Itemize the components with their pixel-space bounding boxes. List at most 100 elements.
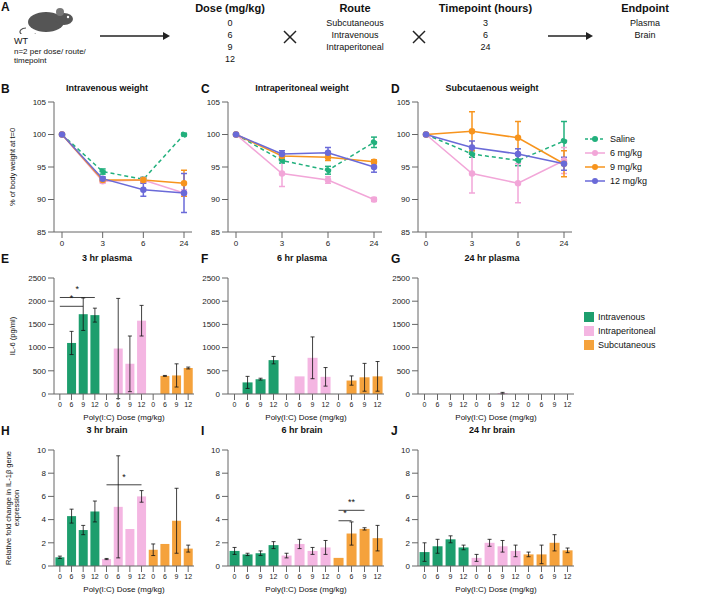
svg-text:0: 0 xyxy=(105,573,109,580)
svg-text:95: 95 xyxy=(37,163,46,172)
svg-text:6: 6 xyxy=(70,401,74,408)
svg-text:Poly(I:C) Dose (mg/kg): Poly(I:C) Dose (mg/kg) xyxy=(265,413,347,422)
svg-text:6: 6 xyxy=(70,573,74,580)
svg-text:12: 12 xyxy=(270,401,278,408)
svg-text:0: 0 xyxy=(216,562,221,571)
svg-text:2500: 2500 xyxy=(202,274,220,283)
svg-text:0: 0 xyxy=(285,573,289,580)
svg-text:0: 0 xyxy=(475,573,479,580)
svg-text:8: 8 xyxy=(406,469,411,478)
svg-text:8: 8 xyxy=(42,469,47,478)
svg-text:6: 6 xyxy=(540,401,544,408)
svg-text:6: 6 xyxy=(436,573,440,580)
svg-text:1000: 1000 xyxy=(392,343,410,352)
svg-text:95: 95 xyxy=(211,163,220,172)
svg-text:0: 0 xyxy=(60,239,65,248)
svg-text:0: 0 xyxy=(423,573,427,580)
svg-text:Poly(I:C) Dose (mg/kg): Poly(I:C) Dose (mg/kg) xyxy=(83,413,165,422)
svg-text:6: 6 xyxy=(163,573,167,580)
svg-text:9: 9 xyxy=(259,401,263,408)
svg-text:12: 12 xyxy=(460,401,468,408)
svg-text:6: 6 xyxy=(42,492,47,501)
svg-text:9: 9 xyxy=(175,573,179,580)
svg-text:1000: 1000 xyxy=(28,343,46,352)
svg-text:6: 6 xyxy=(116,401,120,408)
svg-text:*: * xyxy=(343,508,347,518)
svg-text:12: 12 xyxy=(512,401,520,408)
svg-text:Poly(I:C) Dose (mg/kg): Poly(I:C) Dose (mg/kg) xyxy=(83,585,165,594)
svg-text:105: 105 xyxy=(397,98,411,107)
svg-text:9: 9 xyxy=(553,573,557,580)
svg-text:95: 95 xyxy=(401,163,410,172)
svg-text:12: 12 xyxy=(564,401,572,408)
svg-text:0: 0 xyxy=(58,573,62,580)
svg-text:3: 3 xyxy=(280,239,285,248)
svg-text:9: 9 xyxy=(553,401,557,408)
svg-text:6: 6 xyxy=(516,239,521,248)
svg-text:1500: 1500 xyxy=(202,320,220,329)
svg-text:9: 9 xyxy=(449,401,453,408)
svg-text:12: 12 xyxy=(138,401,146,408)
svg-text:4: 4 xyxy=(406,515,411,524)
svg-text:4: 4 xyxy=(42,515,47,524)
svg-text:9: 9 xyxy=(81,573,85,580)
svg-text:10: 10 xyxy=(401,446,410,455)
svg-text:6: 6 xyxy=(246,573,250,580)
svg-text:9: 9 xyxy=(175,401,179,408)
svg-text:0: 0 xyxy=(406,562,411,571)
svg-text:0: 0 xyxy=(406,390,411,399)
svg-text:12: 12 xyxy=(184,573,192,580)
svg-text:2500: 2500 xyxy=(392,274,410,283)
svg-text:2000: 2000 xyxy=(202,297,220,306)
svg-text:85: 85 xyxy=(401,228,410,237)
svg-text:6: 6 xyxy=(406,492,411,501)
svg-text:3: 3 xyxy=(100,239,105,248)
svg-text:1000: 1000 xyxy=(202,343,220,352)
svg-text:0: 0 xyxy=(233,573,237,580)
svg-text:9: 9 xyxy=(81,401,85,408)
svg-text:6: 6 xyxy=(141,239,146,248)
svg-text:500: 500 xyxy=(397,367,411,376)
svg-text:85: 85 xyxy=(211,228,220,237)
svg-text:0: 0 xyxy=(105,401,109,408)
svg-text:9: 9 xyxy=(128,573,132,580)
svg-text:12: 12 xyxy=(91,573,99,580)
svg-text:6: 6 xyxy=(350,573,354,580)
svg-text:9: 9 xyxy=(259,573,263,580)
svg-text:10: 10 xyxy=(37,446,46,455)
svg-text:100: 100 xyxy=(207,130,221,139)
svg-text:Poly(I:C) Dose (mg/kg): Poly(I:C) Dose (mg/kg) xyxy=(455,585,537,594)
svg-text:12: 12 xyxy=(564,573,572,580)
svg-text:12: 12 xyxy=(184,401,192,408)
svg-text:1500: 1500 xyxy=(392,320,410,329)
svg-text:8: 8 xyxy=(216,469,221,478)
svg-text:2500: 2500 xyxy=(28,274,46,283)
svg-text:6: 6 xyxy=(436,401,440,408)
svg-text:0: 0 xyxy=(42,562,47,571)
svg-text:12: 12 xyxy=(374,573,382,580)
svg-text:2000: 2000 xyxy=(392,297,410,306)
svg-text:9: 9 xyxy=(311,573,315,580)
svg-text:24: 24 xyxy=(560,239,569,248)
svg-text:9: 9 xyxy=(363,573,367,580)
svg-text:0: 0 xyxy=(337,573,341,580)
svg-text:6: 6 xyxy=(216,492,221,501)
svg-text:90: 90 xyxy=(211,195,220,204)
svg-text:0: 0 xyxy=(527,401,531,408)
svg-text:2: 2 xyxy=(42,539,47,548)
svg-text:0: 0 xyxy=(233,401,237,408)
svg-text:6: 6 xyxy=(488,401,492,408)
svg-text:9: 9 xyxy=(128,401,132,408)
svg-text:9: 9 xyxy=(311,401,315,408)
svg-text:0: 0 xyxy=(216,390,221,399)
svg-text:9: 9 xyxy=(501,573,505,580)
svg-text:12: 12 xyxy=(270,573,278,580)
svg-text:2000: 2000 xyxy=(28,297,46,306)
svg-text:10: 10 xyxy=(211,446,220,455)
svg-text:Poly(I:C) Dose (mg/kg): Poly(I:C) Dose (mg/kg) xyxy=(265,585,347,594)
svg-text:12: 12 xyxy=(460,573,468,580)
svg-text:6: 6 xyxy=(350,401,354,408)
svg-text:12: 12 xyxy=(138,573,146,580)
svg-text:4: 4 xyxy=(216,515,221,524)
svg-text:0: 0 xyxy=(151,573,155,580)
